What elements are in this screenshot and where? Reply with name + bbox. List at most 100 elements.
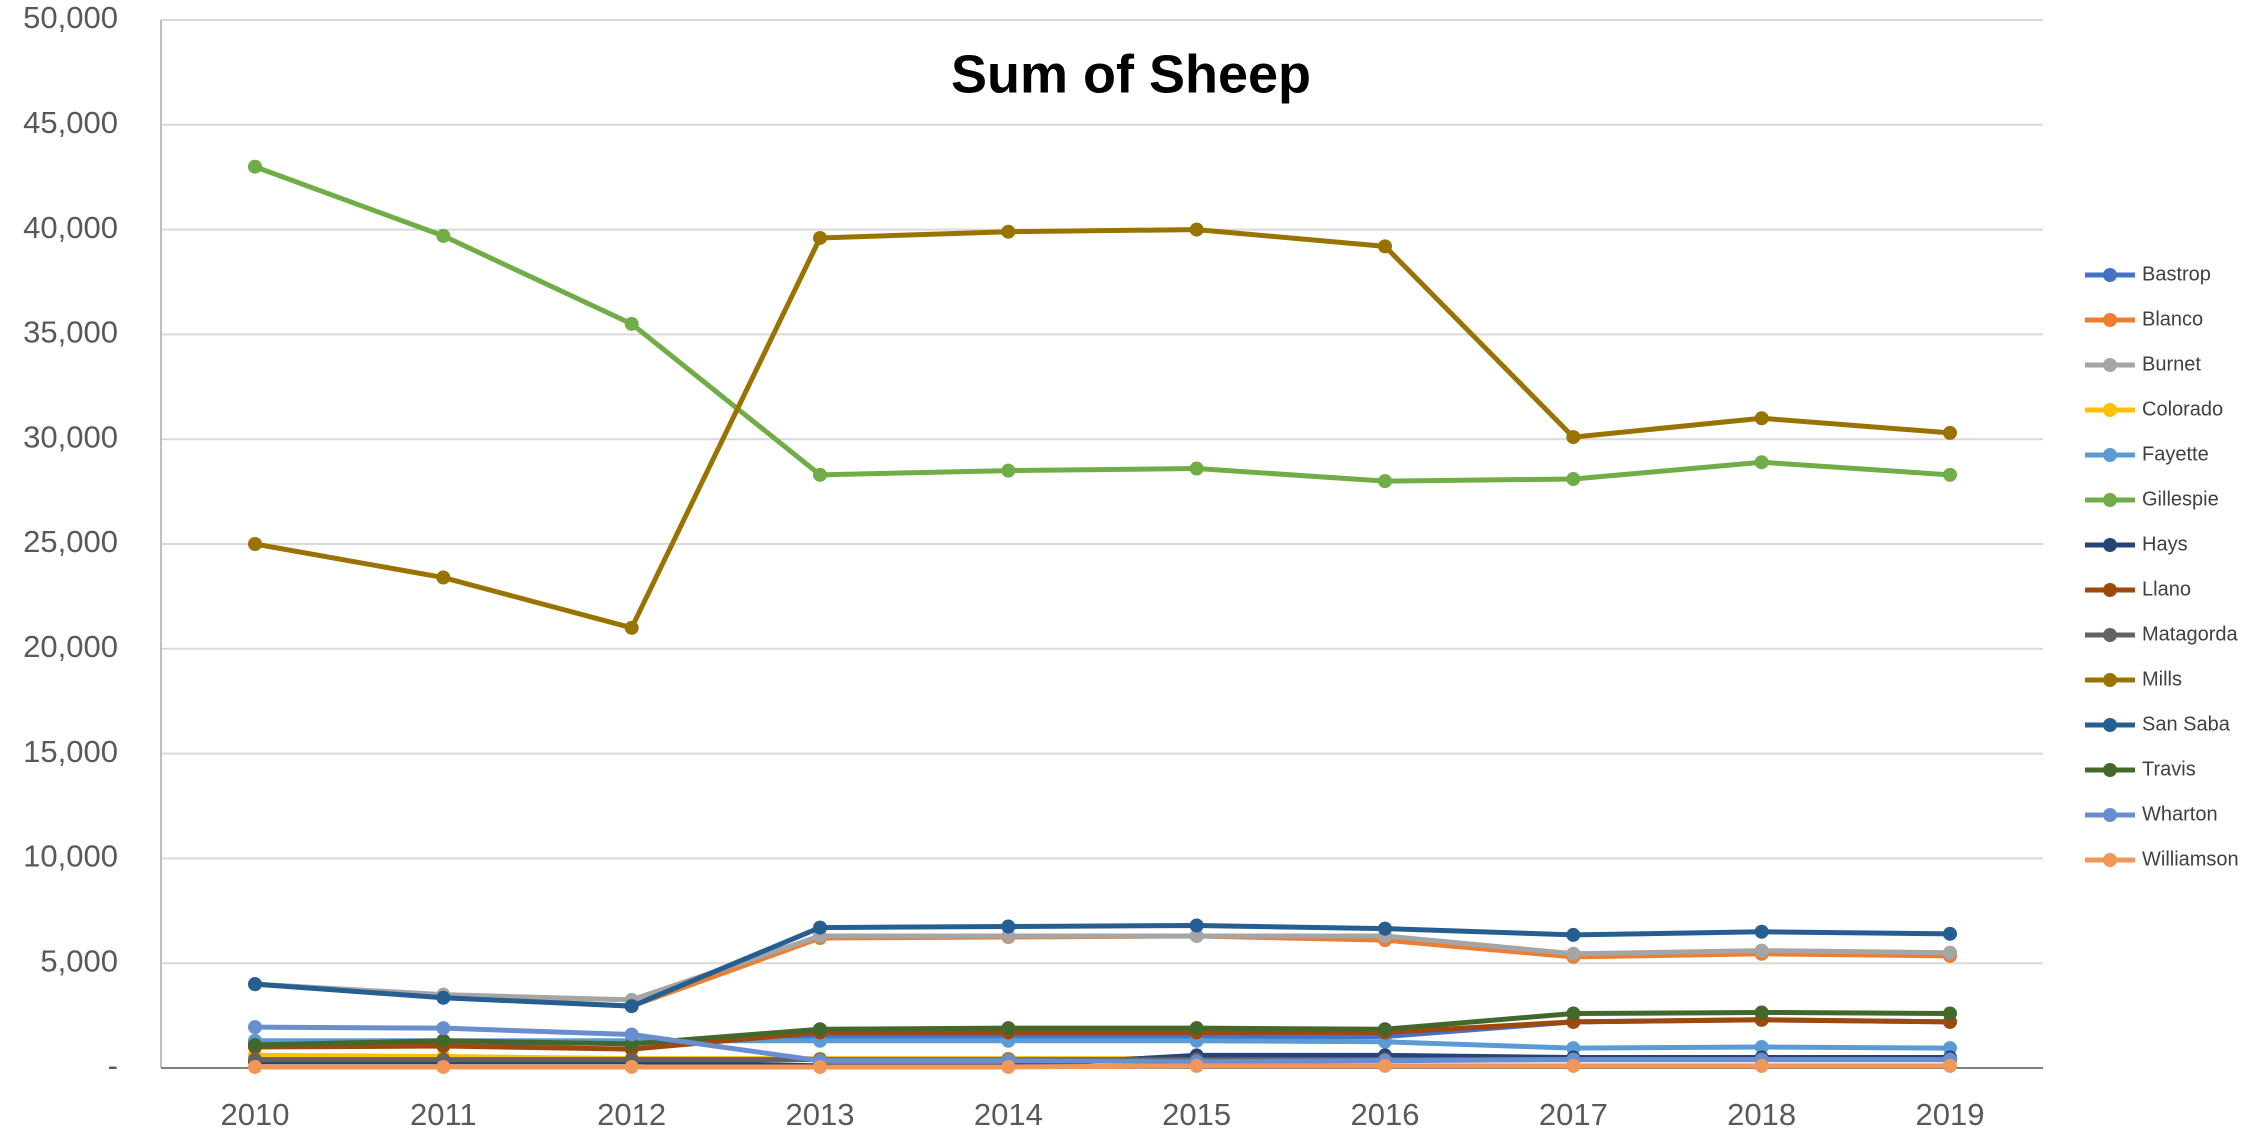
data-point [1378,1058,1392,1073]
data-point [248,1020,262,1035]
x-tick-label: 2018 [1727,1097,1796,1132]
x-tick-label: 2016 [1351,1097,1420,1132]
data-point [1189,1021,1204,1036]
x-tick-label: 2014 [974,1097,1043,1132]
series-line [255,1063,1950,1070]
data-point [1189,1058,1204,1073]
data-point [813,1022,827,1037]
data-point [1378,1022,1392,1037]
data-point [1001,1021,1016,1036]
data-point [1943,926,1957,941]
series-line [254,922,1951,1009]
data-point [1566,430,1581,445]
legend-marker [2103,628,2117,642]
data-point [1566,946,1581,961]
data-point [813,920,827,935]
legend-marker [2103,763,2117,777]
y-tick-label: 35,000 [23,315,118,350]
y-tick-label: 20,000 [23,629,118,664]
data-point [248,977,262,992]
data-point [248,159,262,174]
data-point [1754,455,1769,470]
data-point [1189,461,1204,476]
data-point [624,316,639,331]
legend-label: Williamson [2142,848,2239,870]
series-line [254,1024,1950,1065]
series-line [254,933,1951,1003]
x-tick-label: 2011 [410,1097,477,1132]
data-point [1943,945,1957,960]
data-point [1189,928,1204,943]
data-point [1001,919,1016,934]
legend-marker [2103,493,2117,507]
y-tick-label: 25,000 [23,524,118,559]
data-point [1754,411,1769,426]
y-tick-label: 5,000 [40,943,118,978]
x-tick-label: 2017 [1539,1097,1608,1132]
data-point [436,990,451,1005]
legend-label: Hays [2142,533,2188,555]
data-point [436,228,451,243]
chart-title: Sum of Sheep [951,44,1311,104]
legend-label: Travis [2142,758,2196,780]
data-point [436,1059,451,1074]
y-tick-label: 40,000 [23,210,118,245]
data-point [1001,224,1016,239]
legend-label: Blanco [2142,308,2203,330]
y-tick-label: 15,000 [23,734,118,769]
legend-label: Burnet [2142,353,2201,375]
data-point [1943,1058,1957,1073]
data-point [1566,927,1581,942]
data-point [624,620,639,635]
legend-marker [2103,313,2117,327]
x-tick-label: 2012 [597,1097,666,1132]
data-point [436,1033,451,1048]
data-point [1754,1058,1769,1073]
data-point [1943,1006,1957,1021]
data-point [1189,222,1204,237]
data-point [813,467,827,482]
legend-marker [2103,808,2117,822]
x-tick-label: 2013 [786,1097,855,1132]
legend-marker [2103,538,2117,552]
data-point [1378,239,1392,254]
data-point [1566,472,1581,487]
legend-label: Bastrop [2142,263,2211,285]
legend-label: Wharton [2142,803,2218,825]
data-point [1378,474,1392,489]
data-point [1754,1040,1769,1055]
data-point [436,1021,451,1036]
legend-label: Fayette [2142,443,2209,465]
data-point [1189,918,1204,933]
data-point [1754,924,1769,939]
data-point [1754,943,1769,958]
legend-label: Colorado [2142,398,2223,420]
data-point [1566,1058,1581,1073]
legend-marker [2103,358,2117,372]
data-point [1378,921,1392,936]
data-point [1001,1059,1016,1074]
data-point [813,230,827,245]
legend-marker [2103,673,2117,687]
data-point [1754,1005,1769,1020]
x-tick-label: 2019 [1916,1097,1985,1132]
legend-label: Mills [2142,668,2182,690]
y-tick-label: 10,000 [23,839,118,874]
legend-marker [2103,403,2117,417]
legend-marker [2103,583,2117,597]
legend-label: San Saba [2142,713,2231,735]
legend-marker [2103,853,2117,867]
series-line [254,1017,1951,1052]
y-tick-label: - [108,1048,118,1083]
series-line [254,227,1951,631]
legend-marker [2103,718,2117,732]
data-point [248,1037,262,1052]
x-tick-label: 2015 [1162,1097,1231,1132]
data-point [248,1059,262,1074]
data-point [624,1059,639,1074]
data-point [624,1027,639,1042]
y-tick-label: 45,000 [23,105,118,140]
series-line [254,1009,1951,1048]
legend-marker [2103,268,2117,282]
